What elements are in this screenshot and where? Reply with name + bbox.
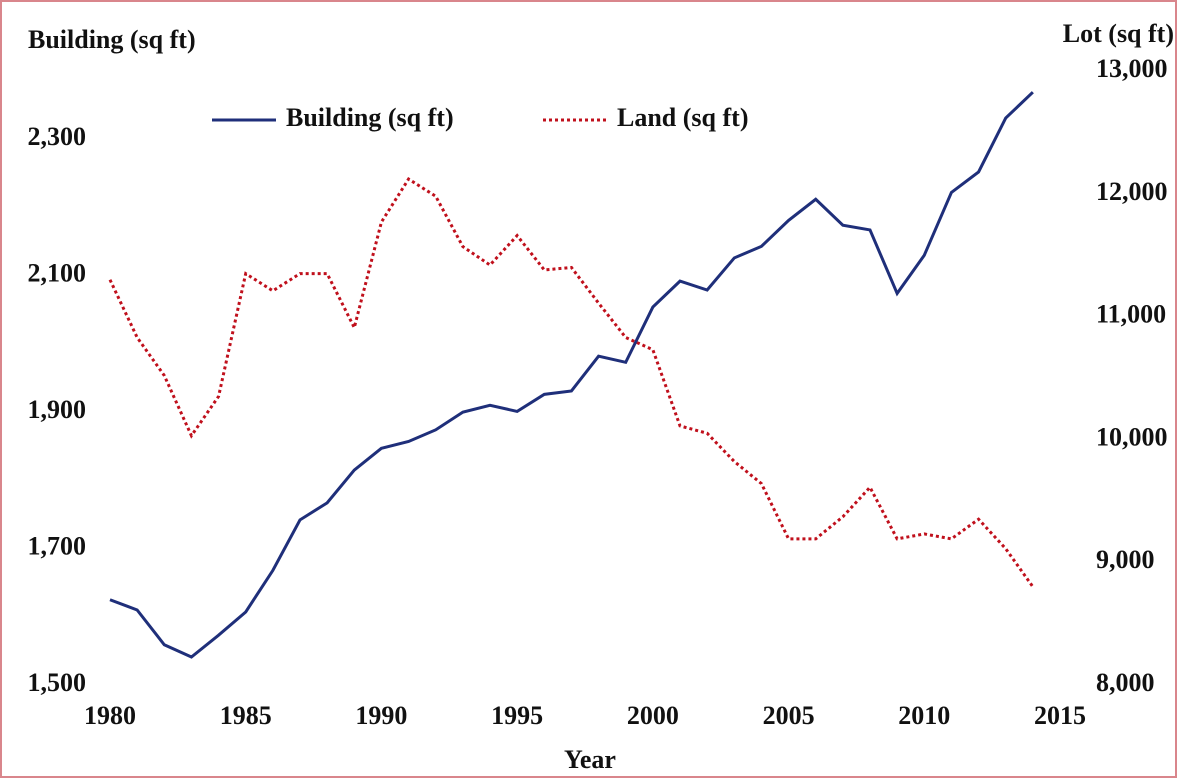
y2-tick-label: 8,000 [1096,668,1155,697]
y-tick-label: 1,700 [28,532,87,561]
y-tick-label: 2,300 [28,122,87,151]
legend-label: Land (sq ft) [617,103,748,132]
y2-axis-title: Lot (sq ft) [1063,19,1174,48]
series-line [109,91,1034,659]
x-tick-label: 1995 [491,701,543,730]
x-tick-label: 2010 [898,701,950,730]
legend-label: Building (sq ft) [286,103,454,132]
y-tick-label: 2,100 [28,259,87,288]
x-tick-label: 2005 [763,701,815,730]
y-tick-label: 1,900 [28,395,87,424]
x-tick-label: 2000 [627,701,679,730]
y2-tick-label: 10,000 [1096,422,1168,451]
y2-tick-label: 9,000 [1096,545,1155,574]
x-axis-title: Year [564,745,616,774]
y2-tick-label: 13,000 [1096,54,1168,83]
y2-tick-label: 11,000 [1096,300,1166,329]
x-tick-label: 2015 [1034,701,1086,730]
x-tick-label: 1985 [220,701,272,730]
y2-tick-label: 12,000 [1096,177,1168,206]
y-tick-label: 1,500 [28,668,87,697]
x-tick-label: 1990 [355,701,407,730]
y-axis-title: Building (sq ft) [28,25,196,54]
x-tick-label: 1980 [84,701,136,730]
series-line [108,176,1035,588]
